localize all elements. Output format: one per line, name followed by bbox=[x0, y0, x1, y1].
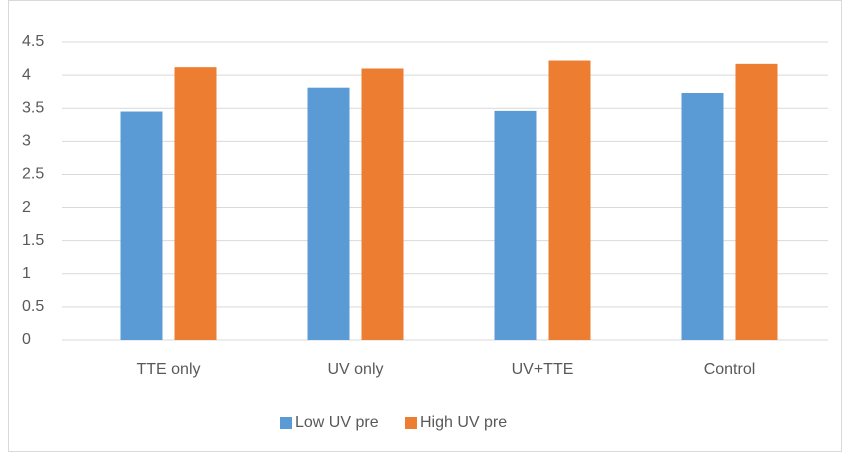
y-tick-label: 2.5 bbox=[22, 166, 44, 183]
y-tick-label: 0.5 bbox=[22, 298, 44, 315]
bar bbox=[361, 68, 404, 340]
y-tick-label: 4.5 bbox=[22, 33, 44, 50]
legend-label: Low UV pre bbox=[295, 414, 379, 431]
legend-swatch bbox=[280, 417, 292, 429]
legend-label: High UV pre bbox=[420, 414, 507, 431]
bar bbox=[735, 63, 778, 340]
legend-swatch bbox=[405, 417, 417, 429]
x-tick-label: UV only bbox=[327, 361, 383, 378]
y-tick-label: 0 bbox=[22, 331, 31, 348]
bar bbox=[174, 67, 217, 341]
y-tick-label: 3.5 bbox=[22, 99, 44, 116]
bar bbox=[681, 92, 724, 340]
y-tick-label: 1 bbox=[22, 265, 31, 282]
bar bbox=[120, 111, 163, 341]
y-tick-label: 1.5 bbox=[22, 232, 44, 249]
x-tick-label: TTE only bbox=[136, 361, 200, 378]
y-tick-label: 4 bbox=[22, 66, 31, 83]
x-tick-label: Control bbox=[704, 361, 756, 378]
y-tick-label: 3 bbox=[22, 133, 31, 150]
bar bbox=[494, 110, 537, 340]
x-tick-label: UV+TTE bbox=[512, 361, 574, 378]
bar bbox=[307, 87, 350, 341]
y-tick-label: 2 bbox=[22, 199, 31, 216]
bar bbox=[548, 60, 591, 340]
